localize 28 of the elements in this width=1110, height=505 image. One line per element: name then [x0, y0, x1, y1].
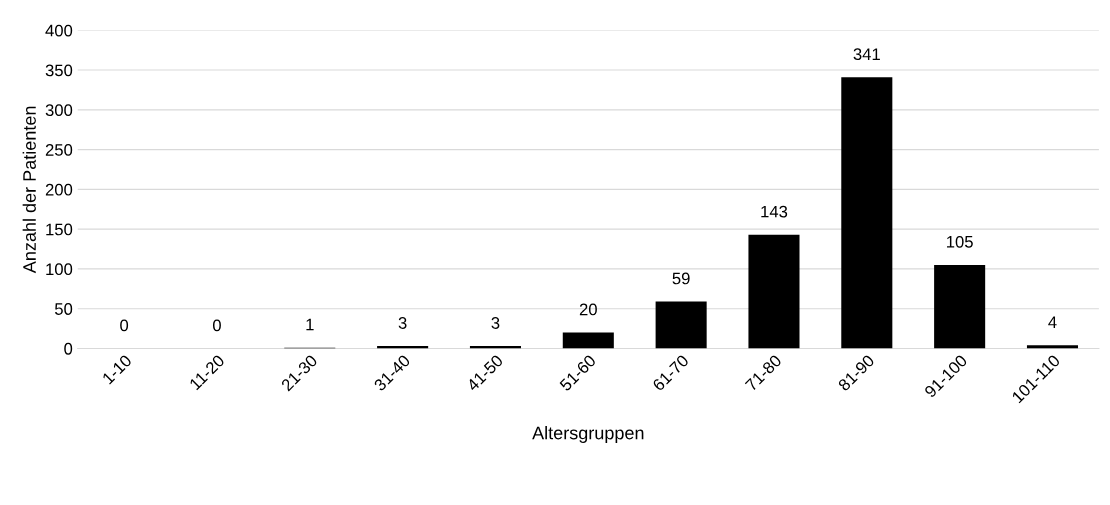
bar — [1026, 345, 1079, 349]
y-tick-label: 100 — [46, 263, 73, 276]
data-label: 341 — [853, 48, 880, 61]
y-axis-title: Anzahl der Patienten — [22, 106, 36, 274]
y-tick-label: 200 — [45, 183, 73, 196]
y-tick-label: 350 — [45, 64, 73, 77]
data-label: 105 — [947, 235, 973, 248]
data-label: 3 — [491, 317, 500, 329]
data-label: 3 — [398, 317, 407, 329]
bar — [562, 332, 614, 349]
x-axis-title: Altersgruppen — [532, 426, 644, 443]
data-label: 20 — [579, 303, 597, 316]
data-label: 4 — [1048, 316, 1057, 328]
y-tick-label: 400 — [45, 24, 73, 37]
y-tick-label: 0 — [64, 342, 73, 355]
bar — [841, 77, 893, 349]
bar — [655, 301, 707, 349]
data-label: 59 — [672, 272, 690, 285]
data-label: 0 — [212, 319, 221, 332]
data-label: 1 — [306, 318, 314, 331]
bar — [748, 234, 800, 349]
y-tick-label: 300 — [45, 104, 73, 117]
data-label: 143 — [761, 205, 788, 218]
bar — [934, 264, 986, 349]
y-tick-label: 150 — [46, 223, 73, 236]
data-label: 0 — [120, 319, 129, 332]
y-tick-label: 250 — [45, 144, 73, 156]
y-tick-label: 50 — [54, 303, 73, 315]
